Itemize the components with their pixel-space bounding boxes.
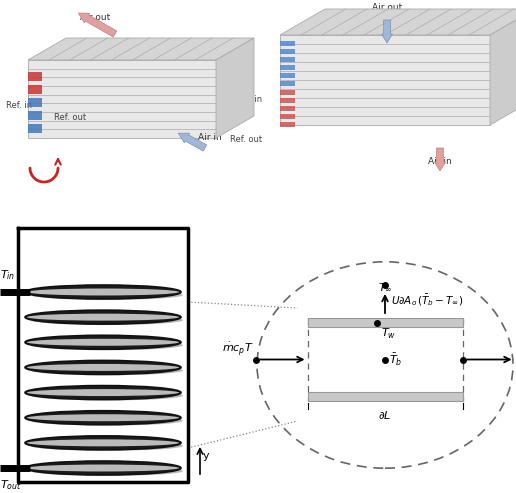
Text: $T_{in}$: $T_{in}$ [0,268,15,282]
FancyArrow shape [434,148,445,171]
Text: Air in: Air in [198,134,222,142]
Polygon shape [280,49,295,54]
Polygon shape [280,9,516,35]
Ellipse shape [25,360,181,374]
FancyArrow shape [178,133,207,151]
Ellipse shape [31,466,183,476]
Text: Air in: Air in [428,157,452,167]
FancyArrow shape [381,20,393,43]
Text: y: y [203,451,209,461]
Text: Ref. out: Ref. out [54,113,86,122]
Polygon shape [280,35,490,125]
Polygon shape [28,60,216,138]
Ellipse shape [27,339,179,346]
Text: Ref. out: Ref. out [230,136,262,144]
Polygon shape [280,65,295,70]
Ellipse shape [31,441,183,451]
Ellipse shape [27,414,179,421]
Ellipse shape [31,416,183,425]
Polygon shape [308,392,462,401]
Polygon shape [28,85,42,94]
Polygon shape [280,81,295,86]
Ellipse shape [25,411,181,424]
Polygon shape [280,106,295,111]
Text: $\partial L$: $\partial L$ [378,409,392,421]
Ellipse shape [27,464,179,471]
Ellipse shape [27,314,179,320]
Polygon shape [280,41,295,46]
Polygon shape [18,228,188,482]
Ellipse shape [31,390,183,400]
Polygon shape [280,90,295,95]
Ellipse shape [25,310,181,324]
Text: $\bar{T}_b$: $\bar{T}_b$ [389,352,402,367]
Text: $T_{out}$: $T_{out}$ [0,478,22,492]
Ellipse shape [27,288,179,295]
Ellipse shape [27,439,179,446]
Polygon shape [216,38,254,138]
Polygon shape [280,98,295,103]
Text: $U\partial A_o\,(\bar{T}_b - T_{\infty})$: $U\partial A_o\,(\bar{T}_b - T_{\infty})… [391,292,463,308]
Polygon shape [28,38,254,60]
Polygon shape [280,57,295,62]
Ellipse shape [25,436,181,450]
Polygon shape [308,318,462,327]
Polygon shape [280,114,295,119]
Text: Air out: Air out [372,3,402,12]
Ellipse shape [31,290,183,300]
Polygon shape [28,98,42,107]
Text: Air out: Air out [80,13,110,23]
Polygon shape [28,111,42,120]
Ellipse shape [31,340,183,350]
Polygon shape [280,122,295,127]
Text: Ref. in: Ref. in [6,102,32,110]
Text: $\dot{m}c_p T$: $\dot{m}c_p T$ [222,340,253,357]
Polygon shape [28,72,42,81]
Ellipse shape [27,364,179,371]
Ellipse shape [31,365,183,375]
Ellipse shape [25,285,181,299]
Text: $\bar{T}_w$: $\bar{T}_w$ [381,324,396,341]
Ellipse shape [31,315,183,325]
Ellipse shape [25,335,181,349]
Text: $T_{\infty}$: $T_{\infty}$ [378,281,392,293]
FancyArrow shape [78,13,117,37]
Ellipse shape [25,386,181,399]
Text: Ref. in: Ref. in [236,96,262,105]
Ellipse shape [27,389,179,396]
Polygon shape [28,124,42,133]
Ellipse shape [25,461,181,475]
Polygon shape [490,9,516,125]
Polygon shape [280,73,295,78]
